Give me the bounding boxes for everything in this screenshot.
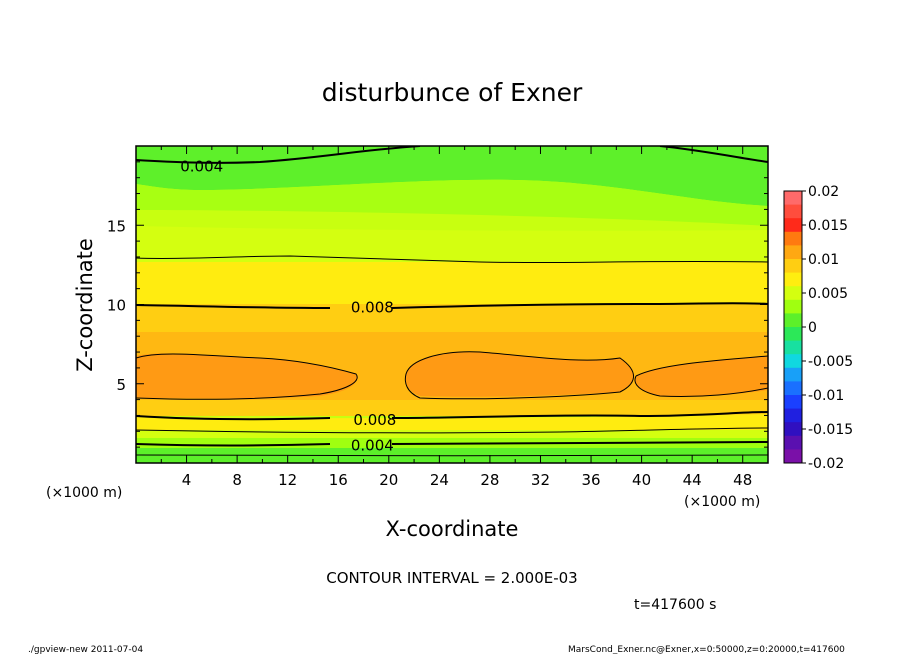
x-tick-label: 8 [232,471,242,489]
x-tick-label: 44 [683,471,702,489]
field-region-orange-low [136,400,768,416]
footer-left: ./gpview-new 2011-07-04 [28,645,143,654]
y-tick-label: 10 [107,297,126,315]
contour-line-lower-thin [136,427,768,434]
colorbar-tick-label: 0 [808,320,817,336]
chart-title: disturbunce of Exner [322,78,583,107]
contour-labels: 0.004 0.008 0.008 0.004 [180,158,396,455]
colorbar-swatch [784,259,802,274]
field-region-top-green [136,146,768,206]
y-axis-label: Z-coordinate [73,238,97,372]
colorbar-swatch [784,340,802,355]
colorbar-swatch [784,354,802,369]
y-tick-label: 5 [116,376,126,394]
field-region-lime [136,226,768,262]
contour-label: 0.004 [351,437,394,455]
footer-right: MarsCond_Exner.nc@Exner,x=0:50000,z=0:20… [568,645,845,654]
colorbar-swatch [784,299,802,314]
contour-label: 0.008 [351,299,394,317]
colorbar-swatch [784,381,802,396]
colorbar-swatch [784,395,802,410]
colorbar-swatch [784,408,802,423]
contour-line-max-cells [136,351,768,400]
x-axis-label: X-coordinate [386,517,519,541]
field-region-lightorange [136,304,768,332]
colorbar-swatch [784,286,802,301]
field-region-yellowgreen [136,179,768,226]
y-tick-label: 15 [107,217,126,235]
colorbar: 0.02 0.015 0.01 0.005 0 -0.005 -0.01 -0.015 -0.0… [783,184,853,472]
x-tick-label: 24 [430,471,449,489]
field-cell-left [136,353,357,399]
time-text: t=417600 s [634,597,716,613]
colorbar-swatch [784,191,802,206]
x-tick-label: 40 [632,471,651,489]
contour-line-0.004-lower [136,441,768,447]
contour-label: 0.004 [180,158,223,176]
field-cell-right [635,356,768,397]
contour-line-0.008-upper [136,302,768,309]
x-tick-label: 12 [278,471,297,489]
x-unit-right: (×1000 m) [684,494,760,510]
colorbar-tick-label: 0.01 [808,252,839,268]
colorbar-tick-label: 0.02 [808,184,839,200]
contour-line-bottom-thin [136,454,768,457]
x-tick-label: 48 [733,471,752,489]
colorbar-swatch [784,231,802,246]
colorbar-tick-label: 0.015 [808,218,848,234]
colorbar-swatch [784,449,802,464]
contour-line-0.004-upper [136,146,768,164]
colorbar-swatch [784,367,802,382]
field-region-yellow [136,262,768,304]
plot-area [136,146,768,463]
x-tick-label: 28 [480,471,499,489]
x-tick-label: 4 [182,471,192,489]
contour-line-upper-thin [136,255,768,264]
colorbar-tick-label: -0.02 [808,456,844,472]
x-unit-left: (×1000 m) [46,485,122,501]
field-region-low-yellow [136,414,768,430]
contour-label: 0.008 [353,411,396,429]
colorbar-swatch [784,327,802,342]
colorbar-tick-label: -0.01 [808,388,844,404]
x-tick-label: 36 [581,471,600,489]
colorbar-swatch [784,422,802,437]
colorbar-swatch [784,218,802,233]
colorbar-tick-label: 0.005 [808,286,848,302]
colorbar-swatch [784,272,802,287]
colorbar-tick-label: -0.015 [808,422,853,438]
colorbar-swatch [784,204,802,219]
contour-line-0.008-lower [136,411,768,421]
x-tick-label: 32 [531,471,550,489]
colorbar-tick-label: -0.005 [808,354,853,370]
x-tick-label: 16 [329,471,348,489]
colorbar-swatch [784,435,802,450]
contour-interval-text: CONTOUR INTERVAL = 2.000E-03 [326,569,577,587]
field-cell-center [405,351,634,397]
colorbar-swatch [784,245,802,260]
x-tick-label: 20 [379,471,398,489]
colorbar-swatch [784,313,802,328]
